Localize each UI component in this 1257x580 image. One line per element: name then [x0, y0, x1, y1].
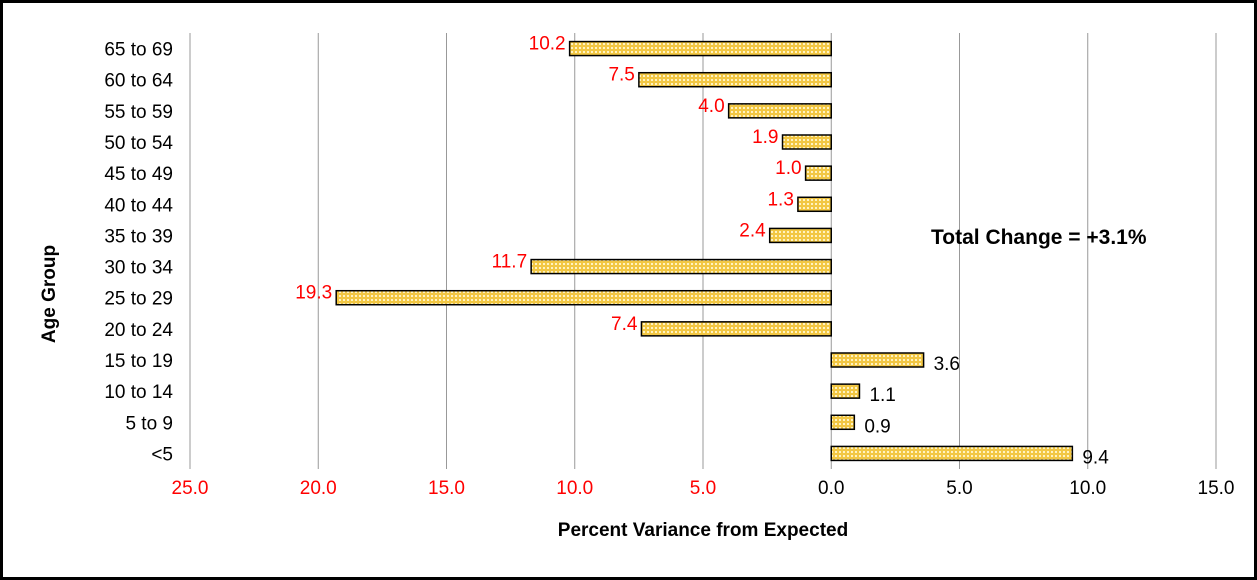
- data-label: 7.5: [608, 65, 634, 86]
- data-label: 1.3: [767, 189, 793, 210]
- category-label: 55 to 59: [104, 102, 173, 123]
- x-tick-label: 10.0: [556, 478, 593, 499]
- y-axis-title: Age Group: [39, 245, 60, 343]
- data-label: 7.4: [611, 314, 638, 335]
- x-tick-label: 5.0: [690, 478, 716, 499]
- category-label: 20 to 24: [104, 320, 173, 341]
- data-label: 0.9: [864, 416, 890, 437]
- x-tick-label: 5.0: [946, 478, 972, 499]
- bar: [830, 352, 925, 368]
- total-change-annotation: Total Change = +3.1%: [931, 226, 1147, 249]
- data-labels: 10.2 7.5 4.0 1.9 1.0 1.32.4 11.7 19.3 7.4 3.6 1.1 0…: [295, 34, 1109, 469]
- bar: [640, 321, 832, 337]
- bar: [830, 414, 856, 431]
- category-label: 40 to 44: [104, 195, 173, 216]
- x-tick-label: 10.0: [1069, 478, 1106, 499]
- bar: [727, 103, 833, 119]
- bar: [768, 227, 833, 244]
- category-label: 35 to 39: [104, 226, 173, 247]
- x-tick-label: 25.0: [172, 478, 209, 499]
- x-tick-label: 0.0: [818, 478, 844, 499]
- data-label: 2.4: [739, 220, 766, 241]
- category-label: 30 to 34: [104, 258, 173, 279]
- bar: [781, 134, 833, 150]
- data-label: 19.3: [295, 283, 332, 304]
- bar: [804, 165, 832, 181]
- bar: [797, 196, 833, 213]
- bar: [830, 383, 861, 399]
- bar: [530, 258, 833, 275]
- y-category-labels: 65 to 69 60 to 64 55 to 59 50 to 54 45 to 49…: [104, 40, 173, 466]
- x-tick-labels: 25.0 20.0 15.0 10.0 5.0 0.0 5.0 10.0 15.0: [172, 478, 1235, 499]
- category-label: 50 to 54: [104, 133, 173, 154]
- x-tick-label: 20.0: [300, 478, 337, 499]
- x-tick-label: 15.0: [1198, 478, 1235, 499]
- bar: [638, 71, 832, 88]
- data-label: 9.4: [1082, 447, 1109, 468]
- category-label: 5 to 9: [125, 413, 173, 434]
- category-label: <5: [151, 444, 173, 465]
- data-label: 10.2: [529, 34, 566, 55]
- bar-chart: 25.0 20.0 15.0 10.0 5.0 0.0 5.0 10.0 15.0 65 to …: [39, 33, 1235, 541]
- category-label: 60 to 64: [104, 71, 173, 92]
- x-axis-title: Percent Variance from Expected: [558, 520, 848, 541]
- data-label: 11.7: [492, 252, 528, 273]
- data-label: 1.9: [752, 127, 778, 148]
- bar: [335, 289, 832, 306]
- data-label: 3.6: [934, 354, 960, 375]
- bar: [568, 40, 832, 57]
- category-label: 10 to 14: [104, 382, 173, 403]
- data-label: 1.0: [775, 158, 801, 179]
- category-label: 25 to 29: [104, 289, 173, 310]
- data-label: 1.1: [869, 385, 895, 406]
- x-tick-label: 15.0: [428, 478, 465, 499]
- category-label: 45 to 49: [104, 164, 173, 185]
- category-label: 65 to 69: [104, 40, 173, 61]
- data-label: 4.0: [698, 96, 724, 117]
- category-label: 15 to 19: [104, 351, 173, 372]
- bars: [335, 40, 1074, 462]
- bar: [830, 445, 1074, 462]
